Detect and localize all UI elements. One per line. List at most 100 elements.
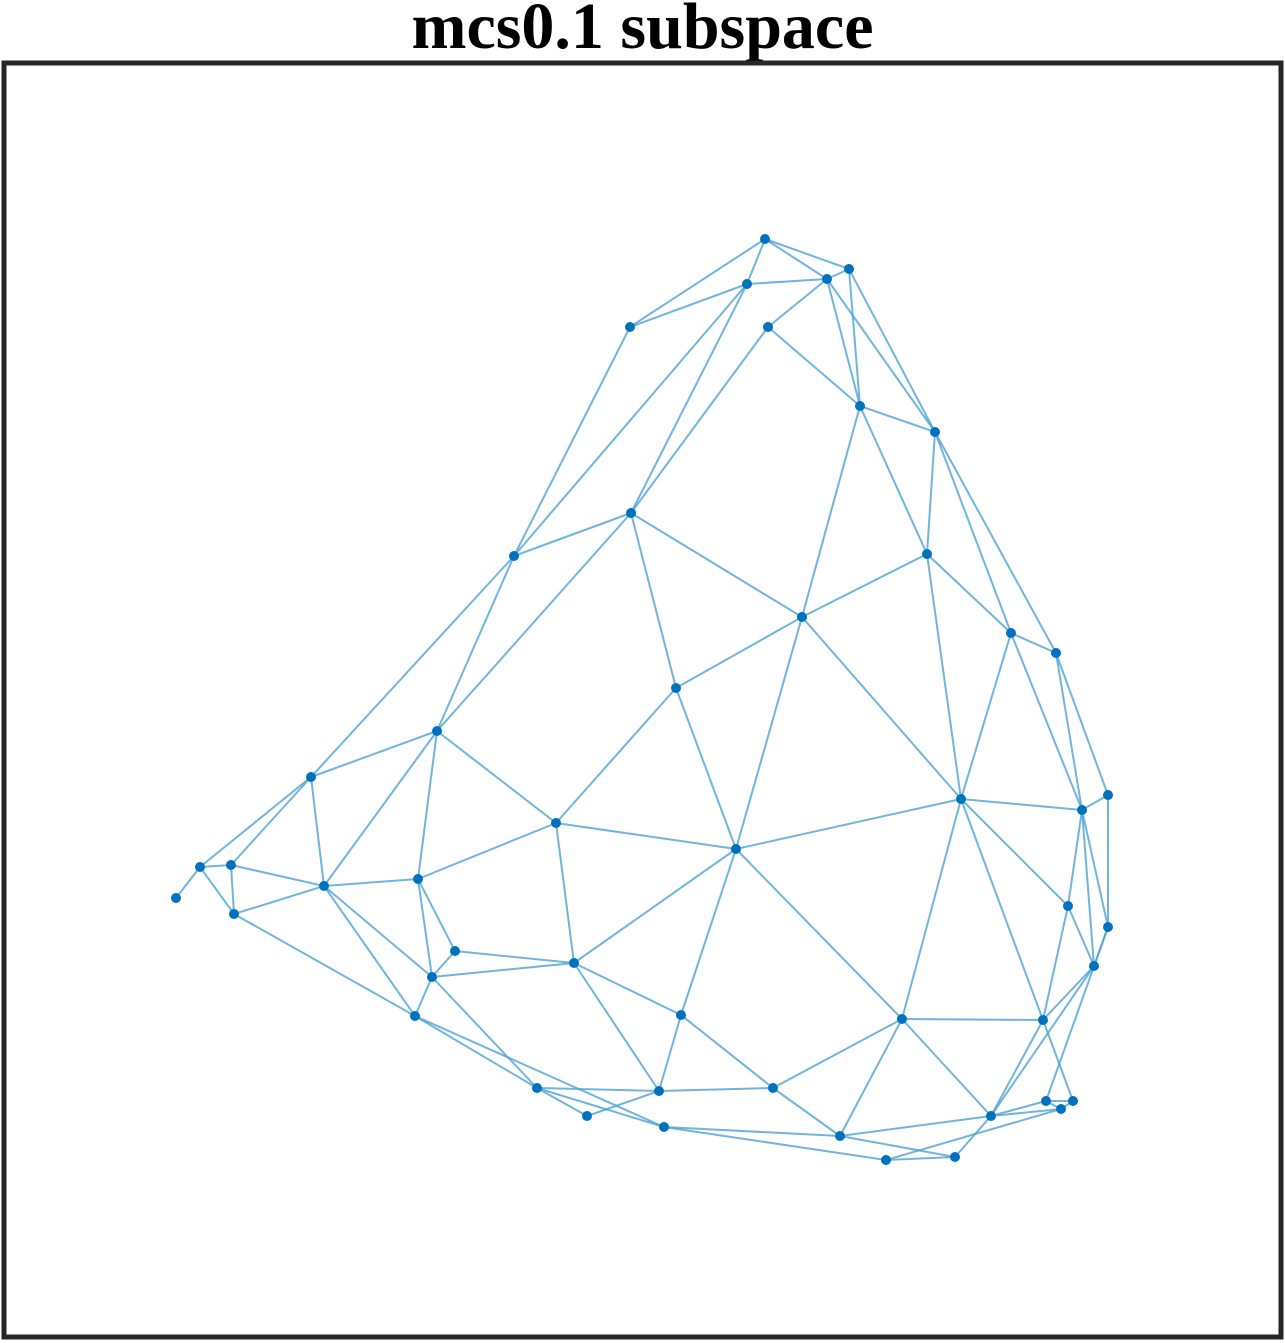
graph-edge — [1042, 1019, 1074, 1102]
graph-edge — [826, 278, 861, 407]
graph-node — [671, 683, 681, 693]
graph-edge — [926, 553, 962, 800]
graph-edge — [954, 1115, 992, 1158]
graph-edge — [175, 866, 201, 899]
graph-edge — [764, 238, 850, 270]
graph-edge — [199, 776, 312, 868]
graph-node — [897, 1014, 907, 1024]
graph-node — [509, 551, 519, 561]
graph-edge — [436, 730, 557, 824]
graph-edge — [555, 687, 677, 824]
graph-node — [569, 958, 579, 968]
graph-node — [1103, 922, 1113, 932]
graph-edge — [960, 798, 1083, 811]
graph-edge — [772, 1018, 903, 1089]
graph-edge — [1067, 905, 1095, 967]
graph-edge — [767, 278, 828, 328]
graph-edge — [960, 798, 1069, 907]
graph-edge — [431, 962, 575, 978]
graph-node — [956, 794, 966, 804]
graph-edge — [675, 616, 803, 689]
graph-node — [427, 972, 437, 982]
graph-edge — [764, 238, 828, 280]
graph-node — [413, 874, 423, 884]
graph-edge — [934, 431, 1012, 634]
graph-edge — [536, 1087, 665, 1128]
graph-edge — [960, 632, 1012, 800]
graph-edge — [230, 776, 312, 866]
graph-edge — [513, 326, 631, 557]
graph-edge — [417, 730, 438, 880]
graph-edge — [1081, 794, 1109, 811]
graph-node — [731, 844, 741, 854]
graph-edge — [230, 864, 235, 915]
graph-edge — [414, 976, 433, 1017]
graph-edge — [555, 822, 737, 850]
graph-edge — [675, 687, 737, 850]
graph-node — [986, 1111, 996, 1121]
graph-node — [551, 818, 561, 828]
graph-edge — [1042, 905, 1069, 1021]
graph-edge — [230, 864, 325, 887]
graph-edge — [199, 864, 232, 868]
graph-edge — [233, 913, 416, 1017]
graph-edge — [586, 1090, 660, 1117]
graph-edge — [663, 1126, 887, 1161]
graph-edge — [658, 1014, 682, 1092]
graph-edge — [1055, 652, 1083, 811]
graph-node — [1006, 628, 1016, 638]
edge-layer — [175, 238, 1109, 1161]
graph-edge — [573, 962, 660, 1092]
graph-edge — [885, 1156, 956, 1161]
graph-node — [319, 881, 329, 891]
graph-node — [171, 893, 181, 903]
graph-edge — [629, 283, 748, 328]
graph-edge — [1010, 632, 1083, 811]
graph-edge — [960, 798, 1044, 1021]
graph-node — [1038, 1015, 1048, 1025]
graph-node — [432, 726, 442, 736]
graph-edge — [658, 1087, 774, 1092]
graph-node — [676, 1010, 686, 1020]
graph-node — [1051, 648, 1061, 658]
graph-edge — [414, 1015, 665, 1128]
graph-edge — [826, 278, 936, 433]
graph-edge — [772, 1087, 841, 1137]
graph-edge — [630, 512, 677, 689]
graph-edge — [859, 405, 936, 433]
graph-edge — [513, 283, 748, 557]
graph-edge — [839, 1018, 903, 1137]
graph-edge — [926, 553, 1012, 634]
graph-edge — [735, 616, 803, 850]
graph-edge — [901, 1018, 1044, 1021]
graph-edge — [630, 283, 748, 514]
graph-edge — [323, 885, 433, 978]
graph-node — [844, 264, 854, 274]
graph-node — [1103, 790, 1113, 800]
graph-node — [659, 1122, 669, 1132]
graph-edge — [885, 1108, 1062, 1161]
graph-edge — [417, 822, 557, 880]
graph-node — [1063, 901, 1073, 911]
graph-node — [582, 1111, 592, 1121]
graph-edge — [663, 1126, 841, 1137]
graph-edge — [414, 1015, 538, 1089]
graph-node — [306, 772, 316, 782]
graph-edge — [1010, 632, 1057, 654]
graph-node — [881, 1155, 891, 1165]
graph-edge — [680, 848, 737, 1016]
graph-edge — [233, 885, 325, 915]
graph-edge — [801, 553, 928, 618]
graph-edge — [454, 950, 575, 964]
graph-node — [450, 946, 460, 956]
graph-node — [1041, 1096, 1051, 1106]
graph-node — [835, 1131, 845, 1141]
graph-edge — [801, 616, 962, 800]
graph-edge — [199, 866, 235, 915]
graph-node — [930, 427, 940, 437]
graph-node — [229, 909, 239, 919]
graph-edge — [536, 1087, 588, 1117]
graph-node — [1056, 1104, 1066, 1114]
graph-edge — [310, 776, 325, 887]
